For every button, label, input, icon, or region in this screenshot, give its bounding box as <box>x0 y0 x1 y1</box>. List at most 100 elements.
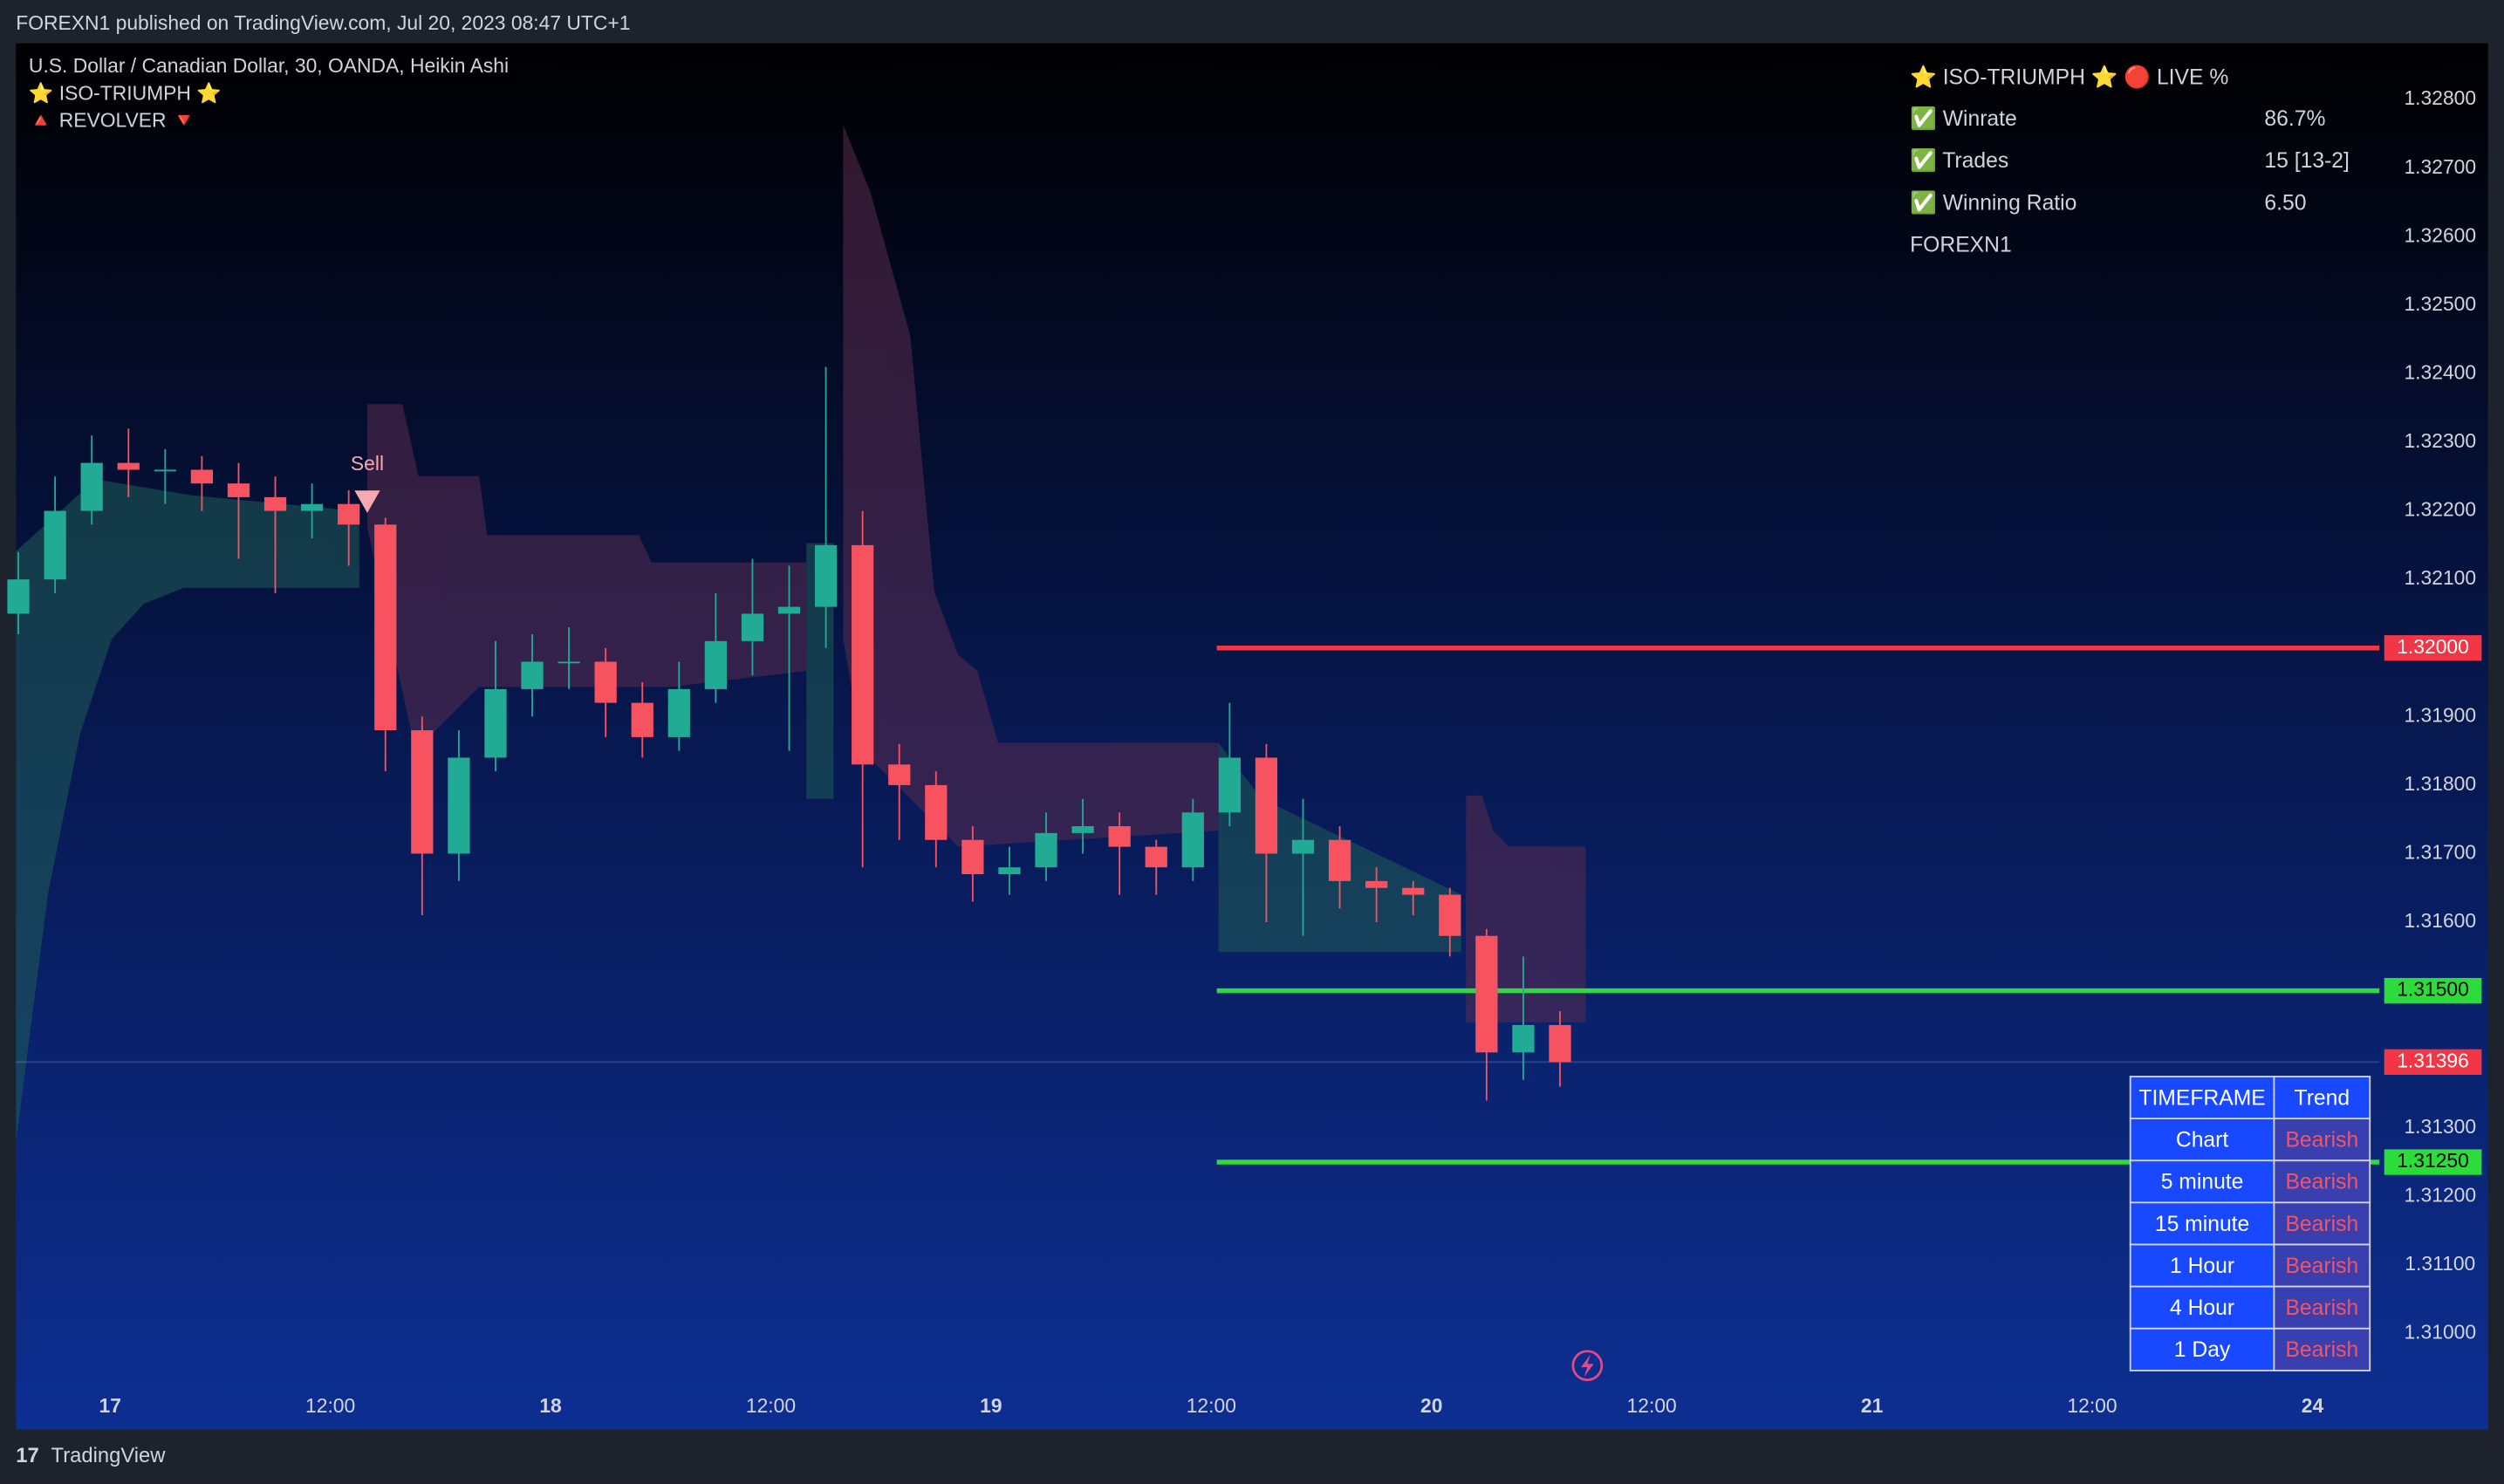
y-tick-label: 1.31600 <box>2404 909 2476 932</box>
candle-body <box>1035 832 1057 868</box>
candle-body <box>1439 894 1461 936</box>
candle-body <box>852 544 874 765</box>
candle-body <box>1365 880 1388 888</box>
table-cell-text: Bearish <box>2285 1129 2358 1152</box>
candle-body <box>1549 1024 1571 1063</box>
table-cell-text: Trend <box>2295 1086 2350 1110</box>
table-cell <box>2273 1159 2371 1204</box>
x-tick-label: 19 <box>980 1394 1002 1417</box>
candle-body <box>374 524 397 731</box>
candle-body <box>1328 839 1351 881</box>
stats-footer: FOREXN1 <box>1910 234 2012 257</box>
candle-body <box>888 764 911 785</box>
price-tag <box>2384 977 2482 1004</box>
candle-body <box>667 688 690 737</box>
table-cell-text: 5 minute <box>2161 1171 2244 1194</box>
y-tick-label: 1.31200 <box>2404 1183 2476 1206</box>
candle-body <box>998 867 1021 875</box>
candle-body <box>411 730 434 854</box>
candle-body <box>1218 757 1241 813</box>
x-tick-label: 12:00 <box>746 1394 796 1417</box>
candle-body <box>704 640 728 689</box>
y-tick-label: 1.32700 <box>2404 155 2476 178</box>
table-cell-text: 1 Day <box>2174 1338 2231 1362</box>
candle-body <box>631 702 653 737</box>
x-tick-label: 17 <box>99 1394 120 1417</box>
plot-background <box>16 43 2488 1430</box>
price-tag-label: 1.31500 <box>2397 978 2469 1001</box>
table-cell <box>2129 1243 2275 1288</box>
bear-band <box>843 125 1219 847</box>
table-cell <box>2273 1243 2371 1288</box>
y-tick-label: 1.31700 <box>2404 841 2476 864</box>
candle-body <box>1071 826 1094 833</box>
candle-body <box>1108 826 1131 847</box>
x-tick-label: 20 <box>1420 1394 1442 1417</box>
stats-value: 86.7% <box>2264 107 2325 131</box>
x-tick-label: 24 <box>2302 1394 2324 1417</box>
bull-band <box>16 479 359 1143</box>
table-cell <box>2273 1118 2371 1162</box>
candle-body <box>1255 757 1278 854</box>
candle-body <box>154 469 176 472</box>
table-cell-text: 15 minute <box>2155 1213 2249 1236</box>
table-cell-text: Bearish <box>2285 1213 2358 1236</box>
candle-body <box>190 469 214 484</box>
bull-band <box>806 543 834 799</box>
price-tag-label: 1.31396 <box>2397 1049 2469 1071</box>
table-cell <box>2273 1201 2371 1246</box>
price-tag <box>2384 1149 2482 1175</box>
stats-value: 15 [13-2] <box>2264 149 2349 173</box>
x-tick-label: 18 <box>539 1394 562 1417</box>
indicator-label: 🔺 REVOLVER 🔻 <box>29 108 196 131</box>
lightning-bolt <box>1581 1354 1594 1378</box>
stats-value: 6.50 <box>2264 191 2306 215</box>
table-cell <box>2273 1327 2371 1371</box>
candle-body <box>814 544 838 607</box>
x-tick-label: 12:00 <box>305 1394 355 1417</box>
stats-label: ✅ Trades <box>1910 147 2008 173</box>
table-cell-text: Bearish <box>2285 1171 2358 1194</box>
candle-body <box>7 579 30 614</box>
price-tag-label: 1.32000 <box>2397 635 2469 658</box>
bear-band <box>366 404 807 751</box>
sell-marker <box>354 490 380 513</box>
table-cell-text: Chart <box>2176 1129 2229 1152</box>
lightning-icon[interactable] <box>1571 1350 1604 1382</box>
candle-body <box>961 839 984 875</box>
price-tag <box>2384 1049 2482 1075</box>
candle-body <box>448 757 470 854</box>
y-tick-label: 1.31300 <box>2404 1115 2476 1138</box>
logo-mark: 17 <box>16 1444 38 1467</box>
table-cell-text: Bearish <box>2285 1296 2358 1320</box>
candle-body <box>1181 812 1204 868</box>
price-tag-label: 1.31250 <box>2397 1149 2469 1172</box>
footer-bar <box>0 1429 2504 1484</box>
candle-body <box>80 462 103 511</box>
stats-label: ✅ Winrate <box>1910 106 2017 131</box>
indicator-label: ⭐ ISO-TRIUMPH ⭐ <box>29 81 222 104</box>
y-tick-label: 1.31800 <box>2404 772 2476 795</box>
y-tick-label: 1.32800 <box>2404 86 2476 109</box>
candle-body <box>521 661 544 689</box>
x-tick-label: 12:00 <box>1187 1394 1236 1417</box>
table-cell-text: Bearish <box>2285 1255 2358 1278</box>
x-tick-label: 12:00 <box>2067 1394 2117 1417</box>
x-tick-label: 21 <box>1861 1394 1884 1417</box>
price-tag <box>2384 635 2482 661</box>
candle-body <box>741 613 764 641</box>
candle-body <box>558 661 580 664</box>
candle-body <box>1402 887 1425 895</box>
candle-body <box>484 688 507 758</box>
y-tick-label: 1.32600 <box>2404 223 2476 246</box>
candle-body <box>1291 839 1315 854</box>
table-cell-text: Bearish <box>2285 1338 2358 1362</box>
table-cell <box>2129 1118 2275 1162</box>
candle-body <box>925 784 948 840</box>
table-cell <box>2129 1285 2275 1330</box>
chart-title: U.S. Dollar / Canadian Dollar, 30, OANDA… <box>29 54 509 77</box>
y-tick-label: 1.32200 <box>2404 498 2476 521</box>
